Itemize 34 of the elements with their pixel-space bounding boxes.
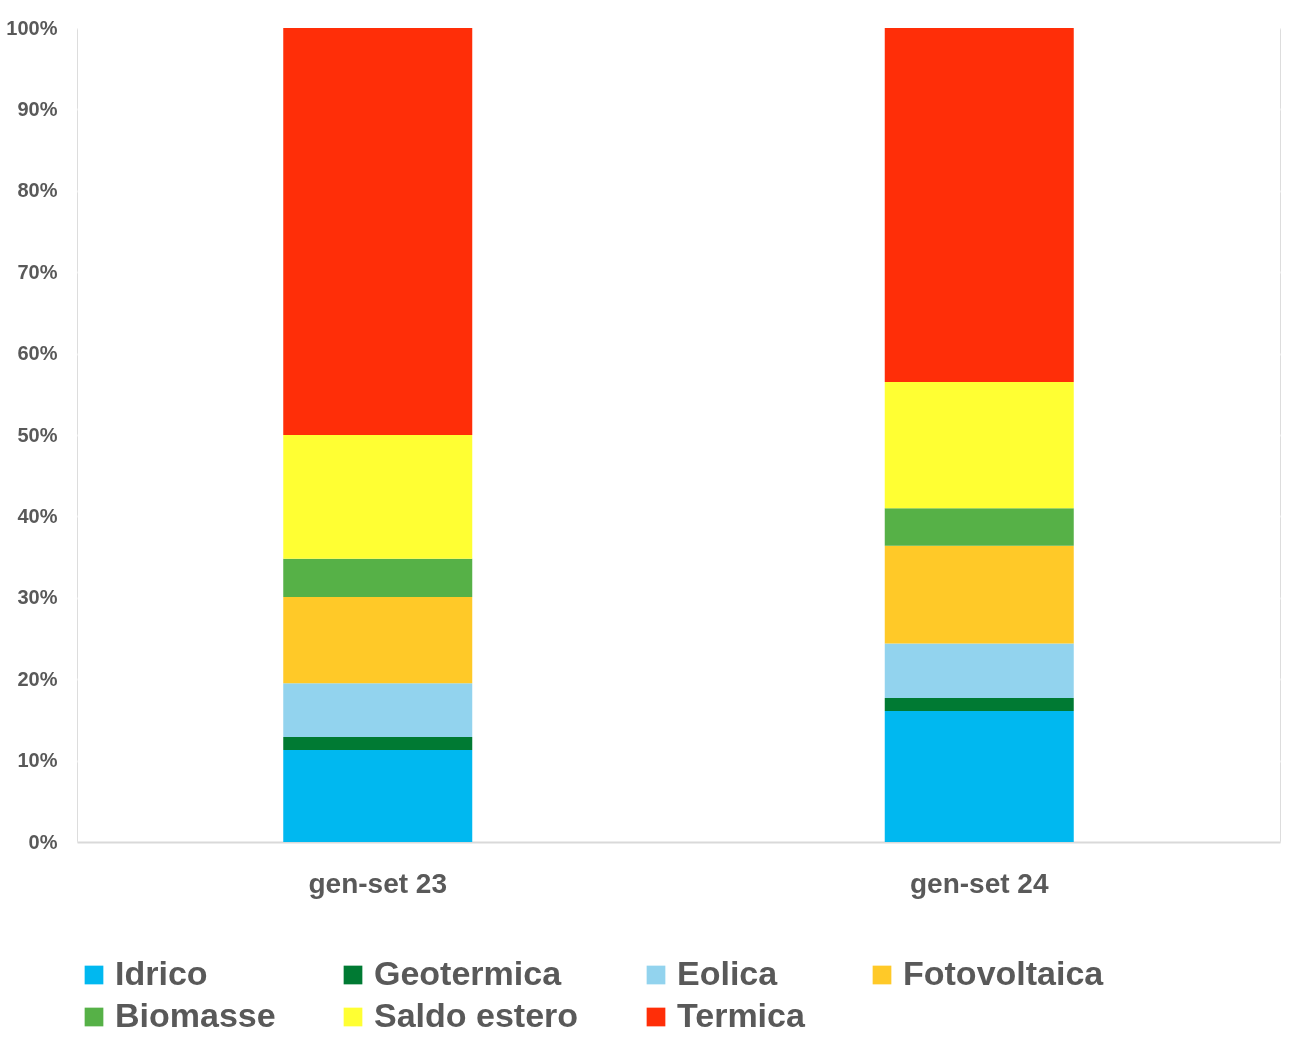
bar (884, 643, 1074, 698)
bar (884, 28, 1074, 383)
y-tick-label: 0% (28, 830, 58, 853)
bar (884, 382, 1074, 509)
bar (283, 596, 473, 684)
y-tick-label: 100% (6, 16, 58, 39)
bar (283, 750, 473, 842)
bar (283, 683, 473, 737)
legend-label: Biomasse (115, 996, 276, 1034)
bar (283, 736, 473, 751)
legend-label: Termica (677, 996, 806, 1034)
bar (283, 435, 473, 559)
legend-label: Eolica (677, 954, 779, 992)
y-tick-label: 90% (17, 97, 58, 120)
y-tick-label: 80% (17, 179, 58, 202)
legend-label: Geotermica (374, 954, 563, 992)
y-tick-label: 40% (17, 504, 58, 527)
y-tick-label: 10% (17, 749, 58, 772)
legend-label: Idrico (115, 954, 208, 992)
bar (283, 558, 473, 597)
y-tick-label: 60% (17, 342, 58, 365)
legend-label: Saldo estero (374, 996, 579, 1034)
y-tick-label: 20% (17, 667, 58, 690)
x-tick-label: gen-set 24 (910, 867, 1049, 899)
bar (884, 697, 1074, 711)
y-tick-label: 30% (17, 586, 58, 609)
y-tick-label: 70% (17, 260, 58, 283)
legend-label: Fotovoltaica (903, 954, 1105, 992)
bar (884, 545, 1074, 644)
bar (283, 28, 473, 435)
x-tick-label: gen-set 23 (308, 867, 447, 899)
bar (884, 710, 1074, 842)
y-tick-label: 50% (17, 423, 58, 446)
bar (884, 508, 1074, 546)
